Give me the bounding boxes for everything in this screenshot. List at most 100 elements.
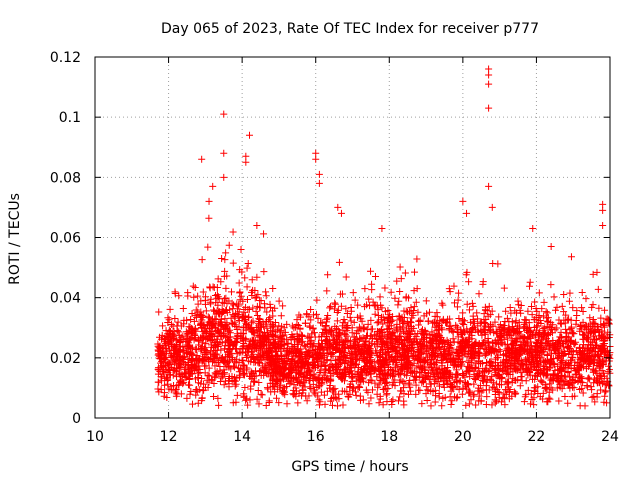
- data-point: [408, 327, 416, 335]
- data-point: [448, 397, 456, 405]
- data-point: [573, 311, 581, 319]
- data-point: [496, 321, 504, 329]
- data-point: [575, 348, 583, 356]
- data-point: [255, 318, 263, 326]
- data-point: [420, 357, 428, 365]
- data-point: [468, 299, 476, 307]
- data-point: [249, 317, 257, 325]
- data-point: [269, 368, 277, 376]
- data-point: [251, 358, 259, 366]
- data-point: [267, 373, 275, 381]
- data-point: [310, 370, 318, 378]
- data-point: [252, 307, 260, 315]
- data-point: [495, 313, 503, 321]
- data-point: [278, 332, 286, 340]
- data-point: [201, 300, 209, 308]
- y-tick-label: 0.06: [50, 231, 81, 247]
- data-point: [565, 315, 573, 323]
- data-point: [459, 309, 467, 317]
- data-point: [177, 356, 185, 364]
- data-point: [602, 315, 610, 323]
- data-point: [239, 361, 247, 369]
- data-point: [198, 256, 206, 264]
- data-point: [456, 377, 464, 385]
- data-point: [599, 206, 607, 214]
- data-point: [550, 293, 558, 301]
- data-point: [431, 375, 439, 383]
- data-point: [308, 362, 316, 370]
- data-point: [190, 293, 198, 301]
- data-point: [427, 402, 435, 410]
- data-point: [505, 325, 513, 333]
- x-axis-label: GPS time / hours: [291, 459, 408, 475]
- data-point: [448, 373, 456, 381]
- data-point: [344, 345, 352, 353]
- data-point: [176, 342, 184, 350]
- data-point: [208, 336, 216, 344]
- data-point: [462, 368, 470, 376]
- data-point: [265, 359, 273, 367]
- data-point: [605, 381, 613, 389]
- data-point: [260, 230, 268, 238]
- data-point: [282, 346, 290, 354]
- data-point: [547, 281, 555, 289]
- data-point: [243, 344, 251, 352]
- data-point: [324, 271, 332, 279]
- data-point: [305, 313, 313, 321]
- data-point: [384, 314, 392, 322]
- data-point: [508, 336, 516, 344]
- data-point: [170, 331, 178, 339]
- data-point: [588, 303, 596, 311]
- data-point: [360, 323, 368, 331]
- data-point: [423, 330, 431, 338]
- data-point: [541, 362, 549, 370]
- data-point: [489, 345, 497, 353]
- data-point: [603, 399, 611, 407]
- data-point: [331, 299, 339, 307]
- data-point: [255, 368, 263, 376]
- data-point: [530, 401, 538, 409]
- data-point: [221, 267, 229, 275]
- data-point: [365, 379, 373, 387]
- data-point: [513, 324, 521, 332]
- data-point: [290, 375, 298, 383]
- data-point: [269, 376, 277, 384]
- data-point: [400, 336, 408, 344]
- data-point: [412, 381, 420, 389]
- data-point: [220, 173, 228, 181]
- data-point: [507, 341, 515, 349]
- data-point: [173, 322, 181, 330]
- data-point: [412, 298, 420, 306]
- data-point: [485, 302, 493, 310]
- data-point: [183, 341, 191, 349]
- y-axis-label: ROTI / TECUs: [7, 193, 23, 285]
- data-point: [223, 322, 231, 330]
- data-point: [396, 393, 404, 401]
- data-point: [157, 386, 165, 394]
- data-point: [213, 284, 221, 292]
- data-point: [220, 149, 228, 157]
- data-point: [323, 349, 331, 357]
- data-point: [323, 387, 331, 395]
- data-point: [555, 397, 563, 405]
- data-point: [506, 357, 514, 365]
- data-point: [280, 340, 288, 348]
- data-point: [496, 347, 504, 355]
- data-point: [464, 380, 472, 388]
- data-point: [526, 400, 534, 408]
- data-point: [277, 369, 285, 377]
- data-point: [332, 345, 340, 353]
- data-point: [427, 355, 435, 363]
- data-point: [468, 335, 476, 343]
- data-point: [270, 382, 278, 390]
- data-point: [332, 328, 340, 336]
- data-point: [485, 71, 493, 79]
- data-point: [374, 306, 382, 314]
- data-point: [327, 351, 335, 359]
- data-point: [515, 365, 523, 373]
- data-point: [352, 355, 360, 363]
- data-point: [261, 363, 269, 371]
- data-point: [216, 362, 224, 370]
- data-point: [489, 383, 497, 391]
- data-point: [405, 364, 413, 372]
